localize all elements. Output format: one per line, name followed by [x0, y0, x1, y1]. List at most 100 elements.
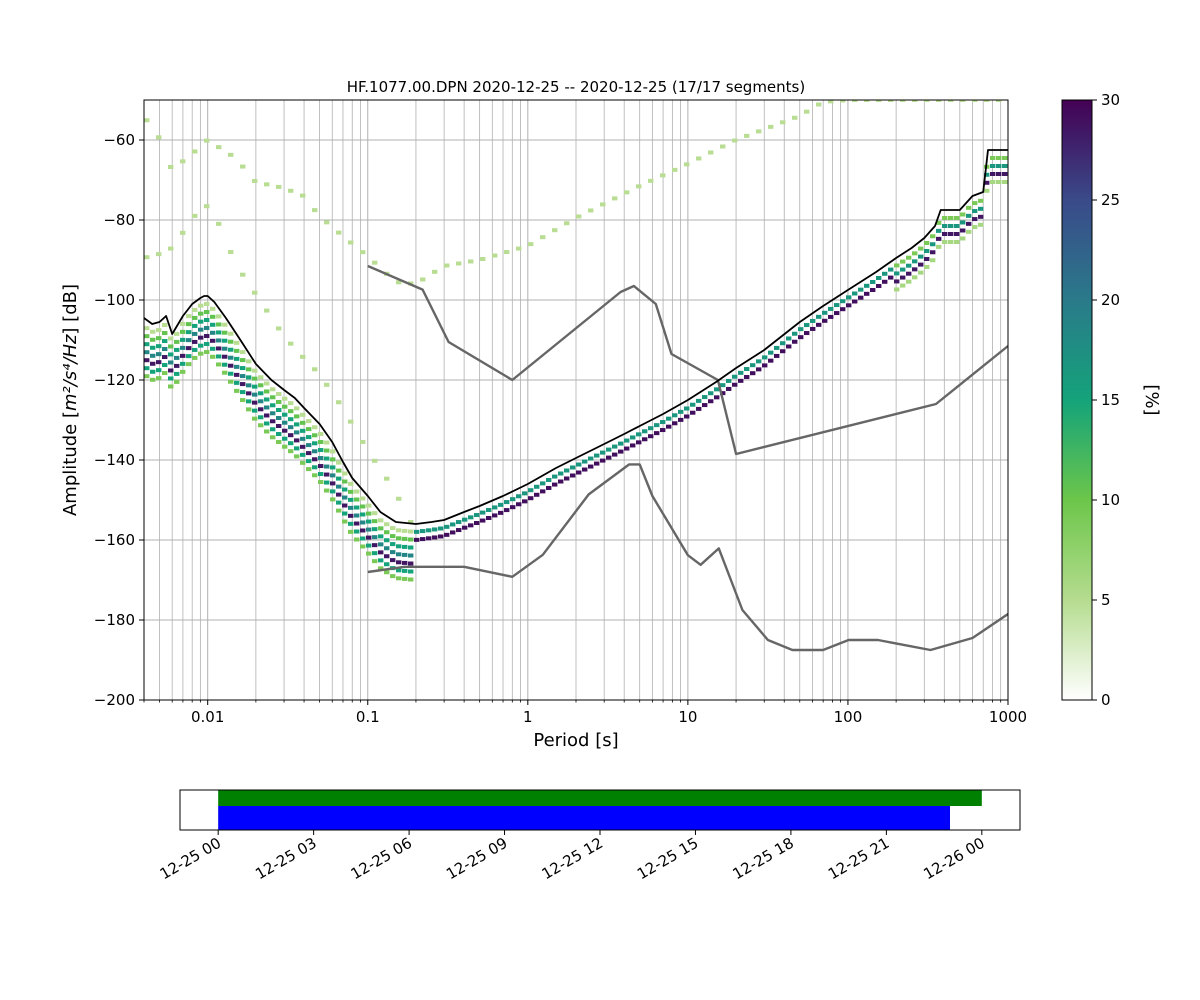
heatmap-cell — [264, 389, 270, 394]
heatmap-cell — [768, 358, 774, 363]
heatmap-cell — [492, 513, 498, 518]
heatmap-cell — [354, 497, 360, 502]
heatmap-cell — [276, 400, 282, 405]
heatmap-cell — [492, 505, 498, 510]
heatmap-cell — [318, 472, 324, 477]
heatmap-cell — [300, 420, 306, 425]
heatmap-cell — [240, 164, 246, 169]
heatmap-cell — [192, 315, 198, 320]
heatmap-cell — [474, 521, 480, 526]
y-tick-label: −200 — [94, 691, 135, 709]
heatmap-cell — [366, 503, 372, 508]
grid — [143, 100, 1009, 701]
heatmap-cell — [288, 401, 294, 406]
heatmap-cell — [960, 220, 966, 225]
heatmap-cell — [240, 272, 246, 277]
heatmap-cell — [276, 432, 282, 437]
heatmap-cell — [216, 221, 222, 226]
heatmap-cell — [432, 269, 438, 274]
heatmap-cell — [966, 213, 972, 218]
heatmap-cell — [402, 576, 408, 581]
heatmap-cell — [516, 502, 522, 507]
heatmap-cell — [222, 370, 228, 375]
colorbar-gradient — [1061, 99, 1093, 701]
heatmap-cell — [912, 267, 918, 272]
heatmap-cell — [648, 434, 654, 439]
heatmap-cell — [828, 314, 834, 319]
heatmap-cell — [486, 515, 492, 520]
heatmap-cell — [378, 518, 384, 523]
heatmap-cell — [360, 496, 366, 501]
heatmap-cell — [324, 488, 330, 493]
heatmap-cell — [900, 100, 906, 102]
heatmap-cell — [348, 240, 354, 245]
x-axis-ticks: 0.01 0.1 1 10 100 1000 — [143, 700, 1027, 726]
heatmap-cell — [390, 526, 396, 531]
heatmap-cell — [270, 419, 276, 424]
heatmap-cell — [480, 257, 486, 262]
heatmap-cell — [984, 188, 990, 193]
heatmap-cell — [240, 350, 246, 355]
heatmap-cell — [948, 216, 954, 220]
heatmap-cell — [300, 436, 306, 441]
heatmap-cell — [228, 152, 234, 157]
y-axis-label-main: Amplitude [ — [60, 411, 81, 516]
heatmap-cell — [336, 484, 342, 489]
heatmap-cell — [912, 251, 918, 256]
heatmap-cell — [216, 314, 222, 319]
heatmap-cell — [828, 100, 834, 104]
heatmap-cell — [282, 436, 288, 441]
heatmap-cell — [984, 100, 990, 102]
heatmap-cell — [834, 303, 840, 308]
heatmap-cell — [972, 217, 978, 222]
heatmap-cell — [936, 220, 942, 225]
heatmap-cell — [144, 350, 150, 355]
heatmap-cell — [306, 443, 312, 448]
heatmap-cell — [948, 100, 954, 102]
heatmap-cell — [960, 212, 966, 217]
heatmap-cell — [288, 188, 294, 193]
heatmap-cell — [978, 222, 984, 227]
colorbar-tick-label: 20 — [1101, 291, 1120, 309]
heatmap-cell — [744, 367, 750, 372]
heatmap-cell — [942, 216, 948, 220]
y-axis-label-math: m²/s⁴/Hz — [60, 334, 81, 411]
heatmap-cell — [264, 421, 270, 426]
heatmap-cell — [330, 457, 336, 462]
y-tick-label: −140 — [94, 451, 135, 469]
heatmap-cell — [576, 462, 582, 467]
heatmap-cell — [672, 413, 678, 418]
heatmap-cell — [342, 503, 348, 508]
heatmap-cell — [168, 384, 174, 389]
heatmap-cell — [972, 100, 978, 102]
heatmap-cell — [990, 172, 996, 176]
heatmap-cell — [252, 392, 258, 397]
heatmap-cell — [684, 414, 690, 419]
heatmap-cell — [468, 515, 474, 520]
heatmap-cell — [576, 470, 582, 475]
y-tick-label: −80 — [103, 211, 135, 229]
heatmap-cell — [1002, 156, 1008, 160]
heatmap-cell — [258, 375, 264, 380]
heatmap-cell — [780, 341, 786, 346]
heatmap-cell — [768, 124, 774, 129]
heatmap-cell — [978, 214, 984, 219]
heatmap-cell — [450, 522, 456, 527]
heatmap-cell — [258, 383, 264, 388]
heatmap-cell — [204, 204, 210, 209]
timeline-tick-label: 12-25 15 — [634, 834, 701, 883]
heatmap-cell — [144, 342, 150, 347]
heatmap-cell — [654, 423, 660, 428]
heatmap-cell — [942, 224, 948, 228]
heatmap-cell — [384, 554, 390, 559]
heatmap-cell — [228, 363, 234, 368]
heatmap-cell — [750, 371, 756, 376]
heatmap-cell — [564, 468, 570, 473]
heatmap-cell — [594, 461, 600, 466]
heatmap-cell — [876, 275, 882, 280]
heatmap-cell — [792, 331, 798, 336]
heatmap-cell — [294, 422, 300, 427]
heatmap-cell — [456, 520, 462, 525]
y-axis-label-tail: ] [dB] — [60, 284, 81, 335]
heatmap-cell — [402, 568, 408, 573]
